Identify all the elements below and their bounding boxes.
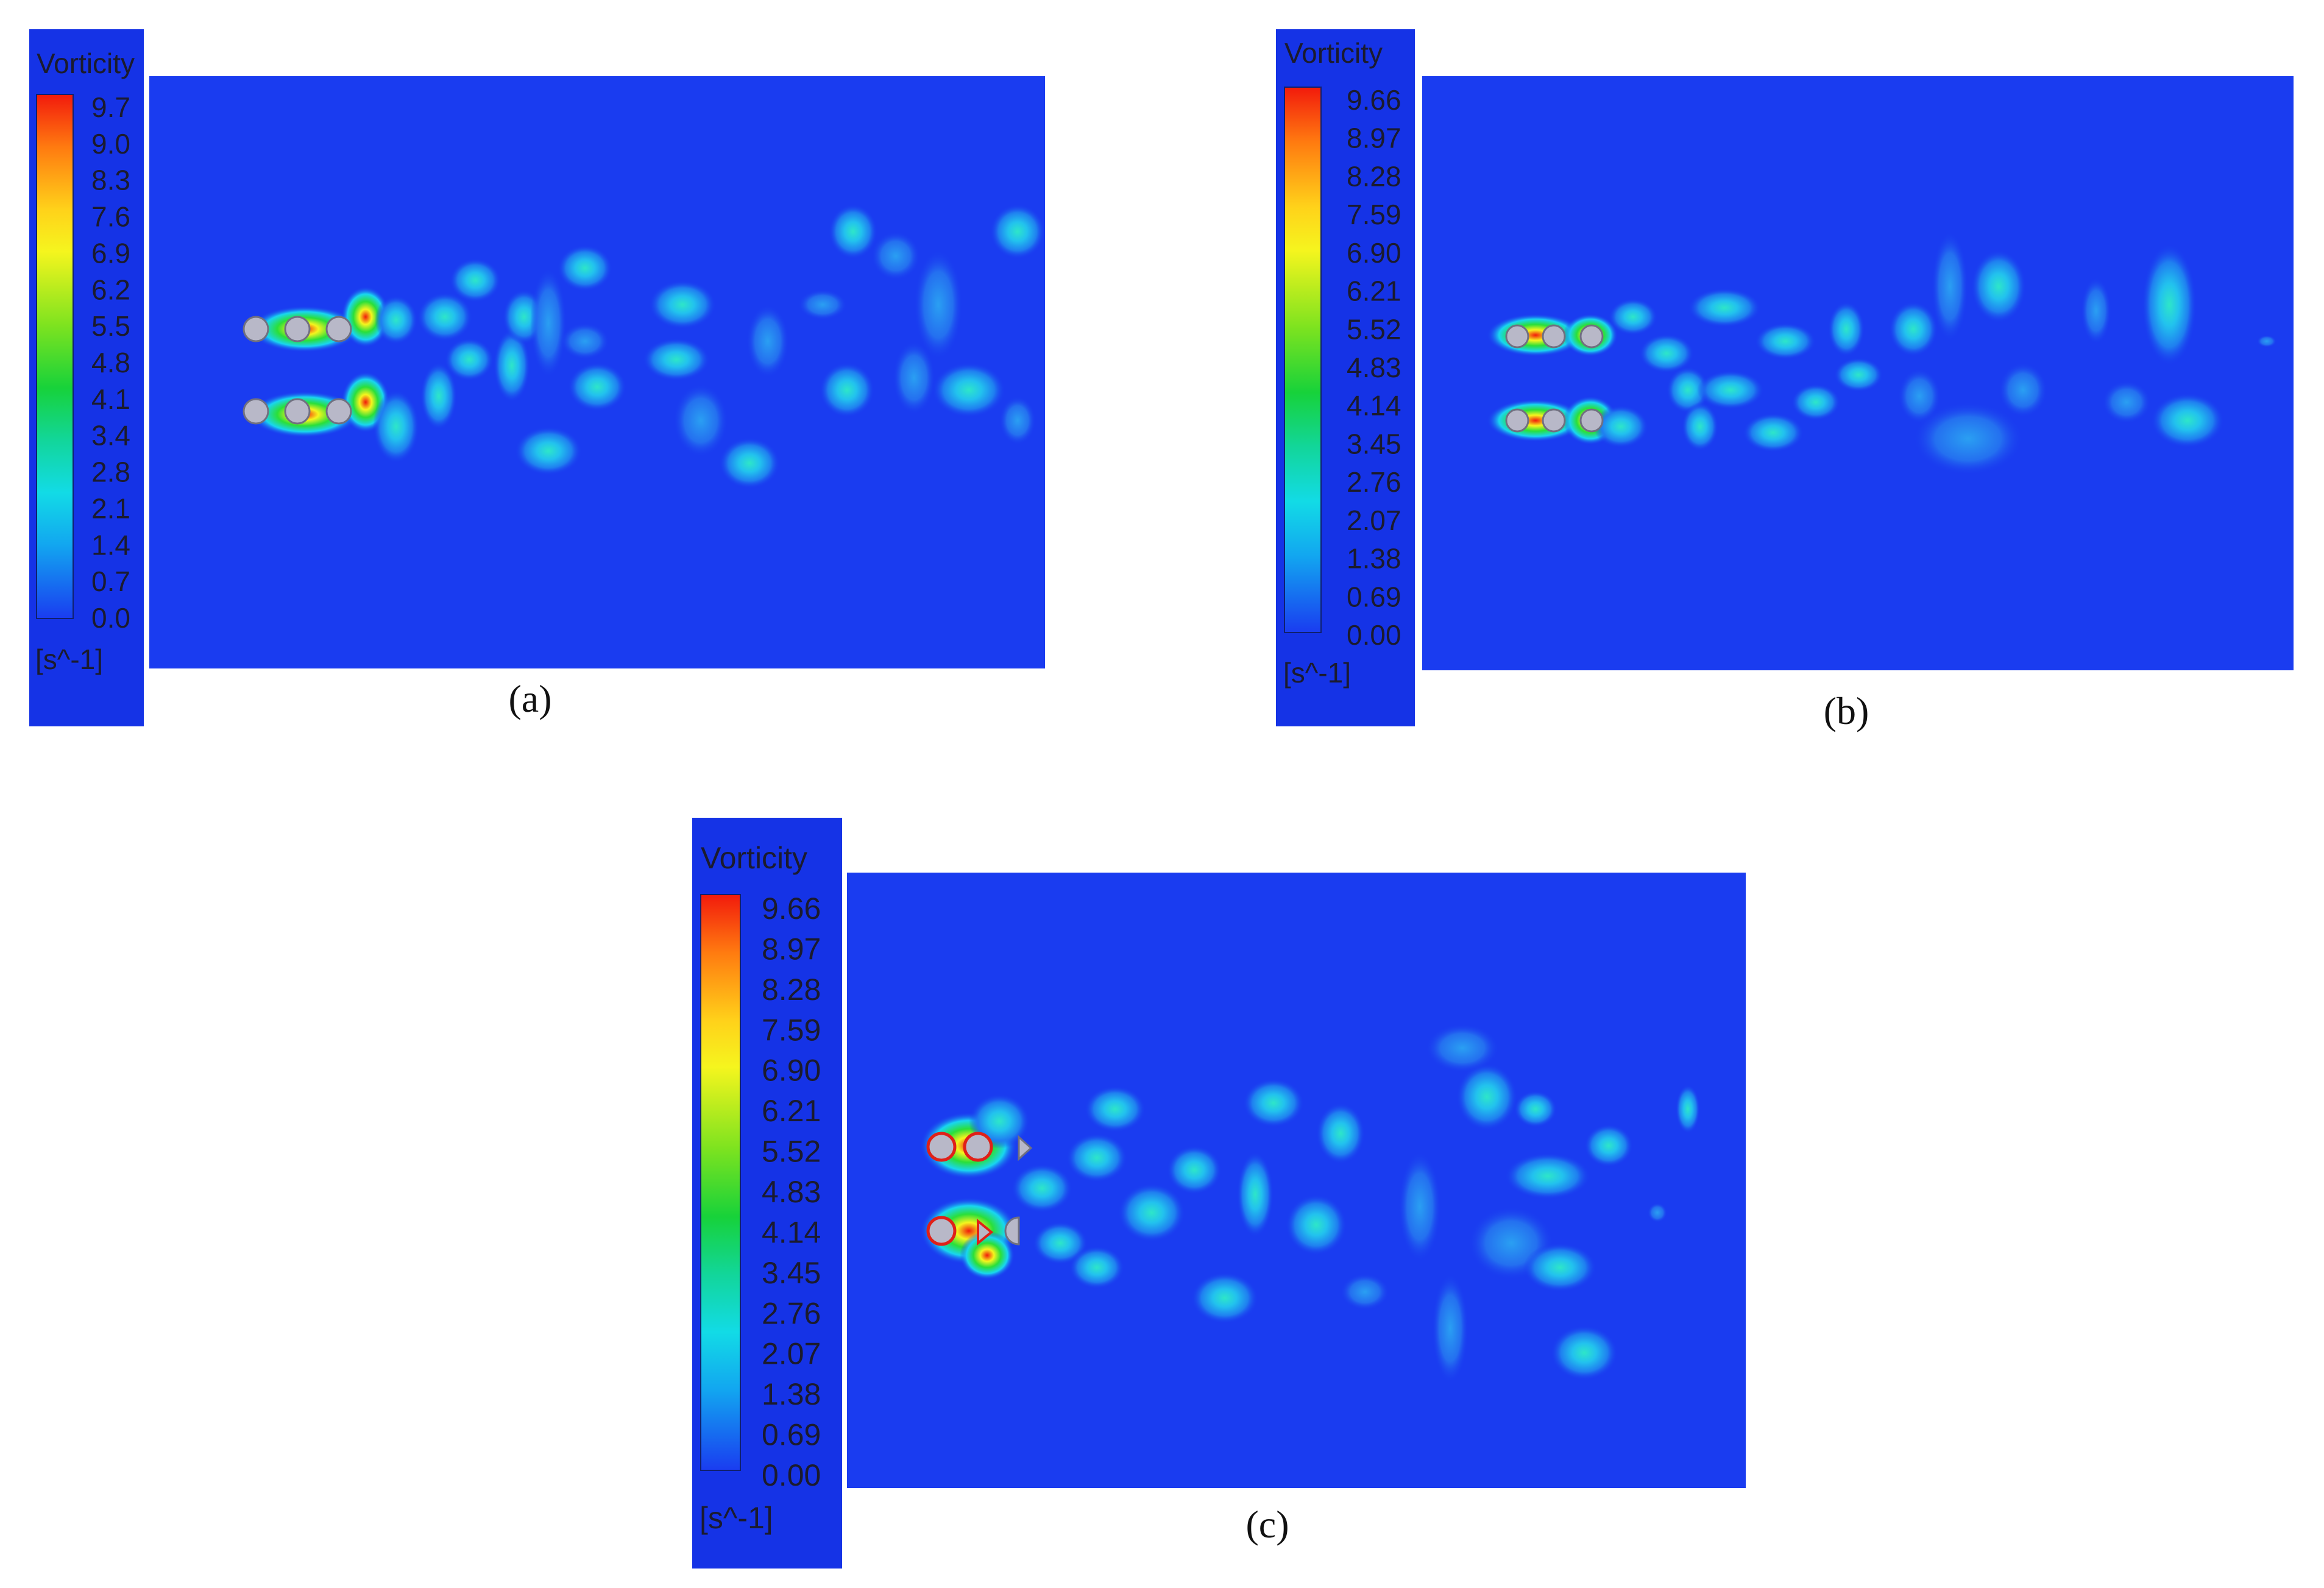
legend-tick-label: 1.38 [1347,543,1401,575]
legend-b-colorbar [1284,87,1322,633]
legend-tick-label: 0.7 [91,565,130,597]
legend-b-title: Vorticity [1284,37,1383,69]
legend-tick-label: 5.52 [762,1135,821,1169]
legend-tick-label: 2.76 [1347,466,1401,498]
legend-tick-label: 1.4 [91,529,130,561]
field-b-cylinders [1505,324,1604,433]
legend-tick-label: 7.59 [762,1013,821,1047]
legend-tick-label: 3.45 [762,1256,821,1290]
caption-a: (a) [508,677,552,720]
field-c-domain [847,873,1746,1488]
legend-tick-label: 6.2 [91,274,130,305]
legend-c-title: Vorticity [701,841,807,875]
legend-tick-label: 2.8 [91,456,130,488]
legend-tick-label: 6.90 [762,1054,821,1088]
legend-tick-label: 4.8 [91,347,130,378]
legend-tick-label: 1.38 [762,1377,821,1411]
legend-c: Vorticity 9.66 8.97 8.28 7.59 6.90 6.21 5.52 4.… [692,818,842,1569]
legend-tick-label: 8.97 [762,932,821,966]
legend-tick-label: 2.07 [1347,505,1401,536]
caption-c: (c) [1245,1503,1289,1546]
field-a-cylinders [243,316,352,425]
legend-tick-label: 4.14 [762,1215,821,1249]
legend-tick-label: 5.5 [91,310,130,342]
legend-b-ticks: 9.66 8.97 8.28 7.59 6.90 6.21 5.52 4.83 4.14 3.45… [1347,84,1401,651]
field-b [1422,76,2294,670]
legend-tick-label: 2.76 [762,1296,821,1330]
legend-tick-label: 2.07 [762,1337,821,1371]
panel-c: Vorticity 9.66 8.97 8.28 7.59 6.90 6.21 5.52 4.… [692,818,1746,1569]
legend-tick-label: 6.21 [762,1094,821,1128]
legend-tick-label: 4.14 [1347,390,1401,422]
legend-tick-label: 8.28 [762,973,821,1007]
legend-a: Vorticity 9.7 9.0 8.3 7.6 6.9 6.2 5.5 4.8 4.1 3.4… [29,29,144,726]
legend-tick-label: 6.9 [91,237,130,269]
legend-a-unit: [s^-1] [35,643,103,675]
legend-a-colorbar [36,94,74,619]
field-c-cylinders [926,1132,1033,1246]
legend-tick-label: 9.66 [762,891,821,926]
field-a [149,76,1045,668]
legend-tick-label: 6.90 [1347,237,1401,269]
legend-b-unit: [s^-1] [1283,657,1351,689]
legend-a-title: Vorticity [37,48,135,79]
panel-b: Vorticity 9.66 8.97 8.28 7.59 6.90 6.21 5.52 4.… [1276,29,2294,726]
field-c [847,873,1746,1488]
legend-tick-label: 8.3 [91,165,130,196]
field-a-wake [250,204,1045,489]
legend-tick-label: 9.66 [1347,84,1401,116]
legend-tick-label: 0.69 [1347,581,1401,612]
legend-tick-label: 8.97 [1347,122,1401,154]
legend-tick-label: 2.1 [91,492,130,524]
legend-tick-label: 3.45 [1347,428,1401,459]
legend-tick-label: 5.52 [1347,313,1401,345]
legend-tick-label: 3.4 [91,420,130,452]
field-b-wake [1487,232,2276,475]
legend-tick-label: 6.21 [1347,275,1401,307]
legend-tick-label: 0.00 [1347,619,1401,651]
legend-tick-label: 4.83 [1347,352,1401,383]
caption-b: (b) [1823,689,1869,732]
legend-tick-label: 4.83 [762,1175,821,1209]
legend-tick-label: 7.6 [91,201,130,233]
legend-tick-label: 0.00 [762,1458,821,1492]
legend-tick-label: 7.59 [1347,199,1401,230]
legend-b: Vorticity 9.66 8.97 8.28 7.59 6.90 6.21 5.52 4.… [1276,29,1415,726]
legend-tick-label: 9.7 [91,91,130,123]
legend-a-ticks: 9.7 9.0 8.3 7.6 6.9 6.2 5.5 4.8 4.1 3.4 2.8 2.1 1.4 0… [91,91,130,634]
legend-tick-label: 0.69 [762,1418,821,1452]
legend-c-ticks: 9.66 8.97 8.28 7.59 6.90 6.21 5.52 4.83 4.14 3.45… [762,891,821,1492]
legend-tick-label: 4.1 [91,383,130,415]
legend-c-colorbar [700,894,741,1471]
panel-a: Vorticity 9.7 9.0 8.3 7.6 6.9 6.2 5.5 4.8 4.1 3.4… [29,29,1045,726]
legend-tick-label: 8.28 [1347,160,1401,192]
legend-tick-label: 9.0 [91,128,130,160]
legend-c-unit: [s^-1] [700,1501,773,1535]
legend-tick-label: 0.0 [91,602,130,634]
